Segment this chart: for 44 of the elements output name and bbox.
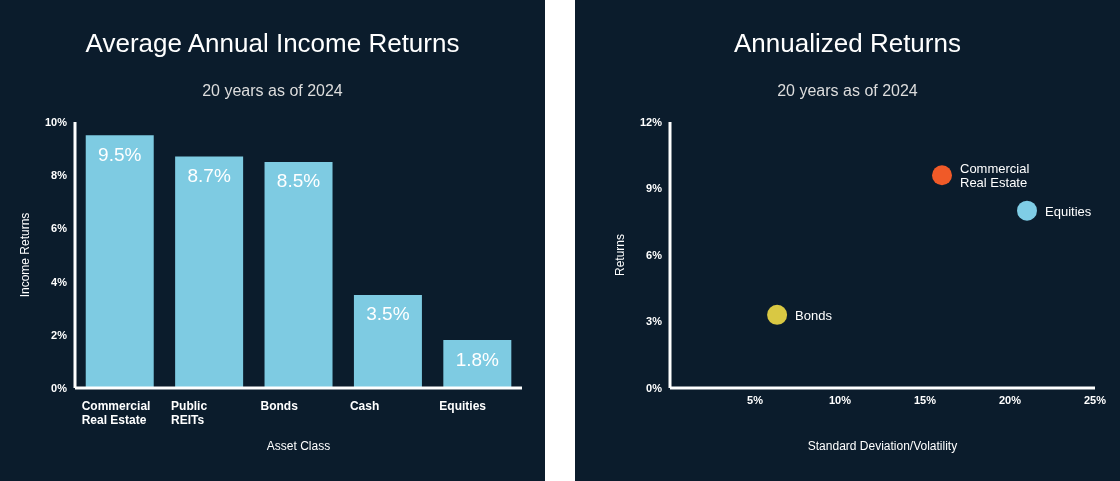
x-tick-label: Cash: [349, 399, 380, 413]
y-tick-label: 8%: [51, 169, 68, 182]
x-tick-label: 15%: [913, 393, 937, 406]
y-tick-label: 6%: [51, 222, 68, 235]
bar: [353, 294, 422, 388]
bar: [264, 161, 333, 388]
data-label: 9.5%: [98, 143, 142, 165]
x-tick-label: 10%: [828, 393, 852, 406]
series-label: Equities: [1045, 203, 1092, 219]
series-label: Commercial Real Estate: [960, 161, 1030, 191]
y-tick-label: 0%: [51, 381, 68, 394]
y-tick-label: 6%: [646, 248, 663, 261]
x-tick-label: 20%: [998, 393, 1022, 406]
data-label: 8.7%: [187, 165, 231, 187]
point: [767, 304, 788, 325]
point: [932, 165, 952, 186]
y-tick-label: 12%: [639, 115, 663, 128]
bar: [175, 156, 244, 388]
y-axis-title: Returns: [613, 233, 628, 277]
chart-subtitle: 20 years as of 2024: [201, 82, 344, 100]
y-tick-label: 4%: [51, 275, 68, 288]
data-label: 8.5%: [276, 170, 321, 192]
chart-title: Annualized Returns: [733, 28, 962, 59]
x-axis-title: Asset Class: [266, 439, 331, 453]
x-tick-label: Bonds: [260, 399, 299, 413]
data-label: 3.5%: [366, 303, 410, 325]
point: [1017, 200, 1037, 221]
x-tick-label: Commercial Real Estate: [81, 399, 151, 427]
x-axis-title: Standard Deviation/Volatility: [807, 439, 958, 453]
x-tick-label: Public REITs: [171, 399, 208, 427]
y-tick-label: 0%: [646, 381, 663, 394]
x-tick-label: 25%: [1083, 393, 1107, 406]
y-tick-label: 3%: [646, 315, 663, 328]
y-tick-label: 9%: [646, 182, 663, 195]
bar: [85, 135, 154, 388]
chart-subtitle: 20 years as of 2024: [776, 82, 919, 100]
chart-title: Average Annual Income Returns: [84, 28, 461, 59]
series-label: Bonds: [795, 307, 833, 323]
x-tick-label: 5%: [747, 393, 764, 406]
y-axis-title: Income Returns: [18, 212, 33, 298]
y-tick-label: 10%: [44, 115, 68, 128]
data-label: 1.8%: [455, 348, 500, 370]
x-tick-label: Equities: [439, 399, 487, 413]
y-tick-label: 2%: [51, 328, 68, 341]
